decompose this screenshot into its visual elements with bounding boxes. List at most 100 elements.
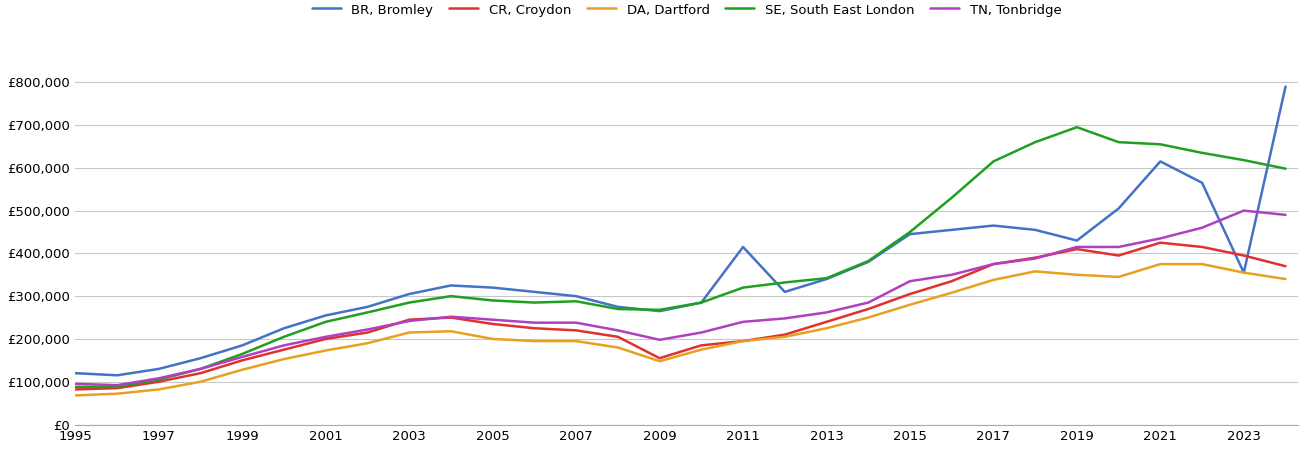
TN, Tonbridge [1111, 244, 1126, 250]
SE, South East London [609, 306, 625, 312]
CR, Croydon [485, 321, 501, 327]
TN, Tonbridge [110, 382, 125, 388]
TN, Tonbridge [860, 300, 876, 305]
TN, Tonbridge [693, 330, 709, 335]
CR, Croydon [360, 330, 376, 335]
BR, Bromley [1069, 238, 1084, 243]
BR, Bromley [568, 293, 583, 299]
TN, Tonbridge [1027, 256, 1043, 261]
TN, Tonbridge [902, 279, 917, 284]
TN, Tonbridge [818, 310, 834, 315]
CR, Croydon [568, 328, 583, 333]
SE, South East London [568, 299, 583, 304]
DA, Dartford [651, 359, 667, 364]
Line: TN, Tonbridge: TN, Tonbridge [76, 211, 1285, 385]
DA, Dartford [818, 325, 834, 331]
TN, Tonbridge [277, 342, 292, 348]
SE, South East London [1236, 158, 1251, 163]
CR, Croydon [444, 315, 459, 320]
TN, Tonbridge [985, 261, 1001, 267]
BR, Bromley [193, 356, 209, 361]
SE, South East London [444, 293, 459, 299]
SE, South East London [735, 285, 750, 290]
BR, Bromley [609, 304, 625, 310]
TN, Tonbridge [609, 328, 625, 333]
BR, Bromley [985, 223, 1001, 228]
BR, Bromley [651, 308, 667, 314]
CR, Croydon [1236, 253, 1251, 258]
CR, Croydon [527, 325, 543, 331]
CR, Croydon [776, 332, 792, 338]
DA, Dartford [902, 302, 917, 307]
BR, Bromley [444, 283, 459, 288]
CR, Croydon [985, 261, 1001, 267]
SE, South East London [277, 334, 292, 339]
SE, South East London [985, 159, 1001, 164]
CR, Croydon [1278, 264, 1293, 269]
SE, South East London [1278, 166, 1293, 171]
DA, Dartford [1194, 261, 1210, 267]
SE, South East London [402, 300, 418, 305]
DA, Dartford [568, 338, 583, 344]
TN, Tonbridge [1236, 208, 1251, 213]
TN, Tonbridge [68, 381, 84, 387]
DA, Dartford [193, 379, 209, 384]
CR, Croydon [110, 386, 125, 391]
DA, Dartford [1278, 276, 1293, 282]
Line: DA, Dartford: DA, Dartford [76, 264, 1285, 396]
DA, Dartford [1069, 272, 1084, 278]
SE, South East London [902, 230, 917, 235]
TN, Tonbridge [1069, 244, 1084, 250]
DA, Dartford [444, 328, 459, 334]
Line: SE, South East London: SE, South East London [76, 127, 1285, 387]
DA, Dartford [318, 348, 334, 353]
TN, Tonbridge [444, 314, 459, 319]
DA, Dartford [860, 315, 876, 320]
DA, Dartford [485, 336, 501, 342]
TN, Tonbridge [402, 318, 418, 324]
BR, Bromley [360, 304, 376, 310]
BR, Bromley [776, 289, 792, 295]
BR, Bromley [68, 370, 84, 376]
TN, Tonbridge [776, 316, 792, 321]
SE, South East London [68, 384, 84, 390]
DA, Dartford [693, 347, 709, 352]
BR, Bromley [818, 276, 834, 282]
SE, South East London [360, 310, 376, 315]
TN, Tonbridge [527, 320, 543, 325]
TN, Tonbridge [651, 337, 667, 342]
DA, Dartford [68, 393, 84, 398]
TN, Tonbridge [568, 320, 583, 325]
SE, South East London [651, 307, 667, 313]
BR, Bromley [1111, 206, 1126, 211]
BR, Bromley [902, 231, 917, 237]
BR, Bromley [402, 291, 418, 297]
CR, Croydon [277, 347, 292, 352]
TN, Tonbridge [193, 366, 209, 372]
SE, South East London [818, 275, 834, 281]
SE, South East London [235, 351, 251, 356]
SE, South East London [1069, 125, 1084, 130]
SE, South East London [693, 300, 709, 305]
DA, Dartford [527, 338, 543, 344]
SE, South East London [151, 377, 167, 382]
BR, Bromley [110, 373, 125, 378]
CR, Croydon [1027, 255, 1043, 261]
BR, Bromley [860, 259, 876, 265]
CR, Croydon [860, 306, 876, 312]
Line: BR, Bromley: BR, Bromley [76, 86, 1285, 375]
BR, Bromley [277, 325, 292, 331]
BR, Bromley [944, 227, 959, 233]
BR, Bromley [1236, 270, 1251, 275]
CR, Croydon [235, 358, 251, 363]
SE, South East London [1194, 150, 1210, 156]
CR, Croydon [609, 334, 625, 339]
DA, Dartford [1111, 274, 1126, 279]
CR, Croydon [151, 379, 167, 384]
BR, Bromley [1152, 159, 1168, 164]
CR, Croydon [902, 291, 917, 297]
SE, South East London [1152, 142, 1168, 147]
DA, Dartford [402, 330, 418, 335]
TN, Tonbridge [1194, 225, 1210, 230]
CR, Croydon [735, 338, 750, 344]
